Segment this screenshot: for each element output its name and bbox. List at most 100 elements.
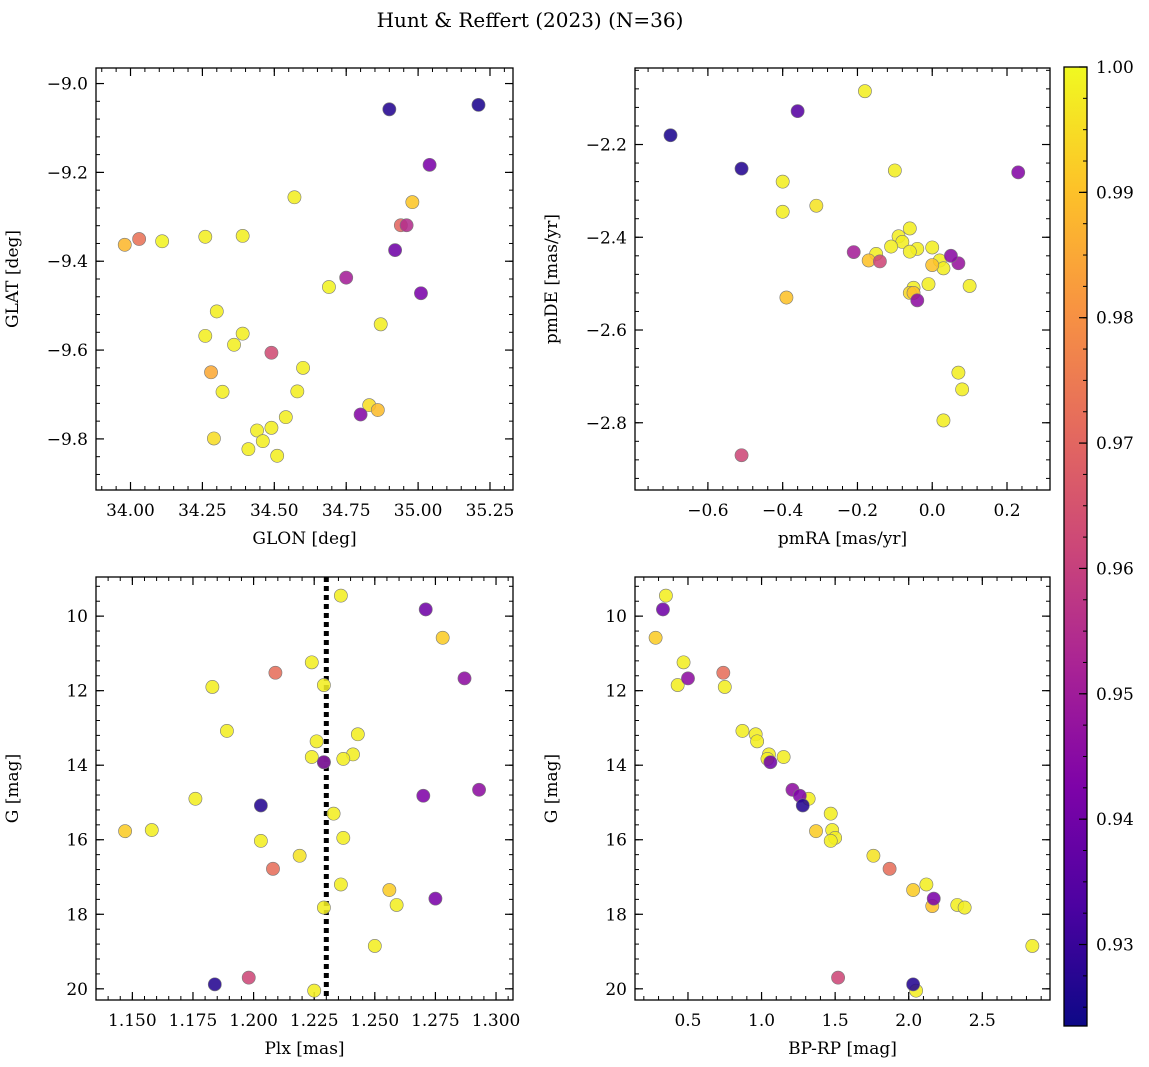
y-axis-label: G [mag] (542, 754, 562, 823)
data-point (389, 898, 404, 912)
data-point (309, 734, 324, 749)
x-tick-label: 1.300 (472, 1011, 521, 1031)
data-point (382, 102, 397, 117)
axes-frame (634, 576, 1051, 1001)
data-point (926, 891, 941, 906)
data-point (307, 983, 322, 998)
x-tick-label: 1.200 (229, 1011, 278, 1031)
data-point (921, 277, 936, 292)
data-point (198, 229, 213, 244)
y-tick-label: 16 (66, 831, 88, 851)
data-point (370, 403, 385, 417)
data-point (336, 830, 351, 845)
x-tick-label: 2.0 (895, 1011, 922, 1031)
panel-position: 34.00 34.25 34.50 34.75 35.00 35.25 −9.8 −9.6 −9… (3, 67, 515, 549)
data-point (266, 861, 280, 876)
data-point (373, 317, 388, 332)
data-point (457, 671, 472, 686)
data-point (117, 237, 132, 252)
axes-frame (634, 67, 1051, 491)
data-point (955, 382, 970, 397)
y-tick-label: 14 (605, 756, 627, 776)
x-tick-label: 1.0 (748, 1011, 775, 1031)
data-point (235, 229, 250, 243)
data-point (846, 245, 861, 260)
data-point (287, 190, 302, 205)
x-tick-label: 0.0 (919, 501, 946, 521)
data-point (936, 413, 951, 428)
x-axis-label: pmRA [mas/yr] (778, 529, 907, 549)
x-axis-label: GLON [deg] (252, 529, 356, 549)
data-point (763, 755, 778, 770)
data-point (717, 680, 732, 694)
data-point (253, 833, 268, 848)
data-point (422, 157, 437, 172)
data-point (304, 655, 319, 670)
data-point (795, 798, 810, 813)
data-point (333, 877, 348, 892)
data-point (326, 806, 341, 821)
data-point (648, 630, 663, 645)
data-point (790, 104, 805, 119)
data-point (339, 270, 354, 285)
figure-title: Hunt & Reffert (2023) (N=36) (377, 8, 684, 32)
data-point (919, 877, 934, 892)
y-tick-label: −2.6 (586, 321, 627, 341)
data-point (902, 244, 917, 259)
data-point (416, 788, 431, 803)
data-point (716, 665, 731, 680)
data-point (336, 751, 351, 766)
data-point (472, 782, 486, 797)
y-tick-label: 20 (605, 980, 627, 1000)
colorbar-tick-label: 0.97 (1096, 434, 1134, 454)
y-tick-label: −9.8 (47, 430, 88, 450)
colorbar-tick-label: 0.95 (1096, 685, 1134, 705)
data-point (155, 234, 170, 249)
data-point (132, 232, 147, 246)
data-point (428, 891, 443, 906)
y-tick-label: −9.6 (47, 341, 88, 361)
data-point (906, 977, 921, 992)
x-axis-label: BP-RP [mag] (788, 1039, 897, 1059)
data-point (405, 195, 420, 210)
data-point (734, 448, 749, 463)
data-point (353, 407, 368, 422)
x-tick-label: 34.25 (178, 501, 227, 521)
data-point (866, 848, 881, 863)
y-axis-label: pmDE [mas/yr] (542, 214, 562, 344)
data-point (776, 750, 791, 764)
colorbar-tick-label: 0.93 (1096, 936, 1134, 956)
x-tick-label: 35.00 (394, 501, 443, 521)
data-point (290, 384, 305, 399)
data-point (250, 423, 264, 438)
y-tick-label: 16 (605, 831, 627, 851)
data-point (241, 442, 256, 457)
x-axis-label: Plx [mas] (264, 1039, 344, 1059)
data-point (676, 655, 691, 670)
data-point (316, 678, 331, 692)
y-tick-label: 14 (66, 756, 88, 776)
data-point (235, 326, 250, 341)
data-point (414, 286, 428, 301)
data-point (858, 84, 872, 99)
data-point (333, 588, 348, 603)
data-point (382, 883, 397, 897)
data-point (951, 365, 966, 380)
panels: 34.00 34.25 34.50 34.75 35.00 35.25 −9.8 −9.6 −9… (3, 67, 1051, 1059)
data-point (775, 174, 790, 189)
data-point (734, 161, 749, 176)
data-point (823, 833, 838, 848)
y-tick-label: 10 (605, 607, 627, 627)
panel-proper-motion: −0.6 −0.4 −0.2 0.0 0.2 −2.8 −2.6 −2.4 −2.2 pmRA [… (542, 67, 1051, 549)
data-point (215, 384, 230, 399)
y-tick-label: 18 (66, 905, 88, 925)
x-tick-label: 1.225 (290, 1011, 339, 1031)
y-tick-label: −9.2 (47, 163, 88, 183)
data-point (388, 243, 402, 258)
data-point (198, 328, 213, 343)
data-point (209, 304, 224, 319)
x-tick-label: 35.25 (466, 501, 515, 521)
data-point (350, 727, 365, 742)
data-point (204, 365, 218, 380)
